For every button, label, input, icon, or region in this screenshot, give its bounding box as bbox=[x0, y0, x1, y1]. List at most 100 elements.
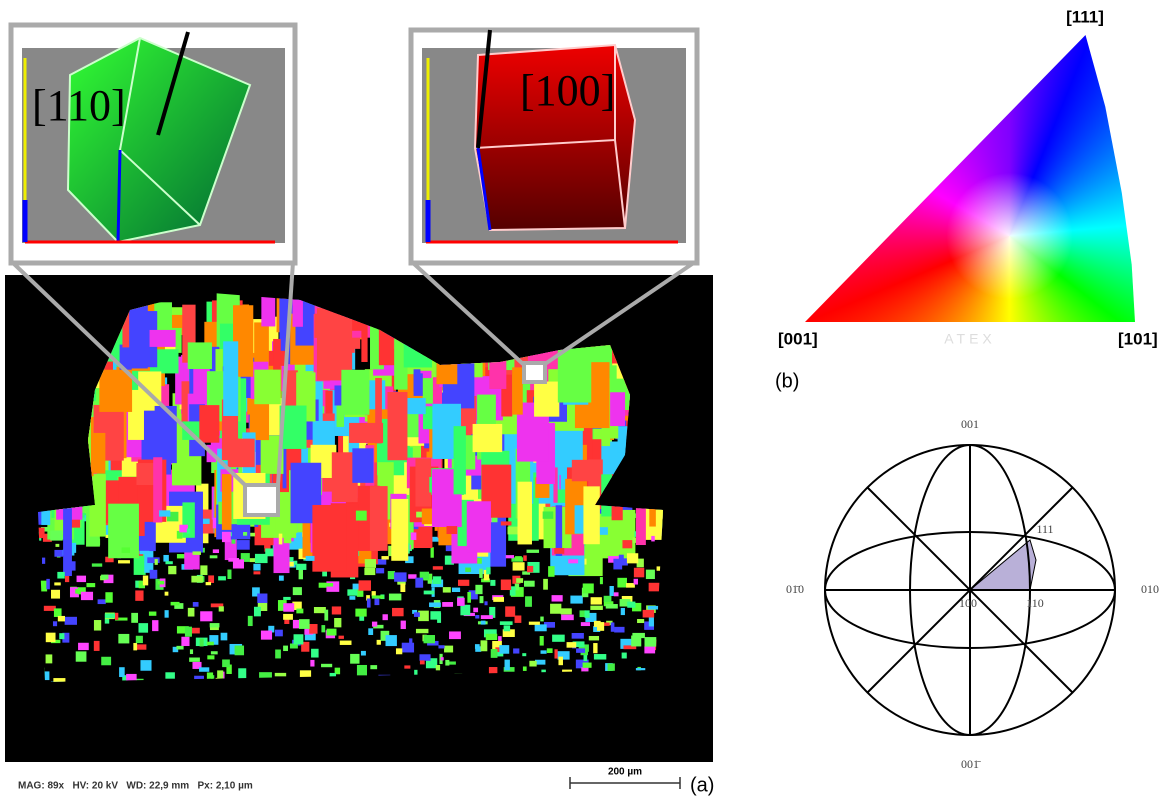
grain bbox=[89, 474, 106, 537]
grain bbox=[632, 632, 645, 639]
grain bbox=[613, 592, 619, 597]
grain bbox=[457, 597, 465, 606]
grain bbox=[265, 398, 282, 436]
grain bbox=[288, 557, 294, 564]
pole-label: 100 bbox=[959, 596, 977, 610]
grain bbox=[356, 664, 368, 676]
grain bbox=[370, 665, 378, 670]
grain bbox=[438, 645, 445, 649]
grain bbox=[292, 587, 302, 596]
grain bbox=[91, 432, 106, 474]
grain bbox=[227, 569, 232, 580]
panel-label: (b) bbox=[775, 370, 799, 392]
grain bbox=[499, 621, 513, 625]
grain bbox=[284, 617, 290, 624]
inset-label: [110] bbox=[32, 81, 126, 130]
grain bbox=[206, 672, 214, 680]
grain bbox=[292, 292, 303, 327]
scale-bar bbox=[569, 777, 681, 789]
grain bbox=[415, 577, 424, 588]
grain bbox=[352, 448, 374, 483]
grain bbox=[548, 566, 555, 577]
grain bbox=[630, 513, 641, 518]
grain bbox=[597, 622, 605, 631]
grain bbox=[253, 571, 261, 575]
grain bbox=[401, 398, 426, 415]
grain bbox=[138, 623, 149, 633]
grain bbox=[334, 385, 345, 406]
grain bbox=[68, 561, 76, 571]
grain bbox=[192, 602, 199, 607]
grain bbox=[226, 664, 232, 674]
grain bbox=[590, 605, 603, 610]
grain bbox=[400, 583, 406, 593]
grain bbox=[449, 631, 461, 640]
grain bbox=[355, 608, 367, 617]
grain bbox=[309, 624, 318, 634]
grain bbox=[154, 302, 172, 331]
grain bbox=[444, 555, 454, 565]
grain bbox=[257, 602, 268, 611]
grain bbox=[445, 545, 455, 552]
grain bbox=[55, 543, 60, 547]
grain bbox=[294, 560, 298, 565]
grain bbox=[550, 456, 558, 523]
grain bbox=[647, 605, 659, 610]
grain bbox=[326, 628, 337, 636]
grain bbox=[527, 565, 534, 573]
grain bbox=[283, 603, 295, 612]
grain bbox=[522, 571, 531, 575]
grain bbox=[522, 653, 527, 657]
grain bbox=[283, 645, 288, 652]
grain bbox=[199, 667, 210, 672]
grain bbox=[312, 504, 347, 572]
grain bbox=[571, 632, 584, 639]
grain bbox=[45, 632, 56, 643]
grain bbox=[551, 595, 563, 602]
grain bbox=[446, 526, 458, 535]
grain bbox=[176, 626, 189, 634]
grain bbox=[546, 648, 553, 654]
grain bbox=[371, 591, 376, 597]
grain bbox=[505, 606, 516, 617]
grain bbox=[168, 565, 177, 575]
grain bbox=[163, 554, 169, 562]
grain bbox=[493, 597, 504, 602]
grain bbox=[588, 635, 600, 641]
grain bbox=[312, 420, 335, 452]
grain bbox=[490, 579, 496, 586]
grain bbox=[220, 632, 228, 641]
grain bbox=[274, 672, 287, 677]
grain bbox=[644, 637, 657, 647]
grain bbox=[193, 366, 210, 417]
grain bbox=[157, 580, 165, 585]
grain bbox=[460, 604, 471, 616]
grain bbox=[501, 368, 513, 417]
grain bbox=[524, 580, 535, 587]
grain bbox=[361, 322, 368, 362]
grain bbox=[401, 642, 415, 653]
pole-label: 01̄0 bbox=[786, 582, 804, 596]
grain bbox=[631, 635, 642, 647]
grain bbox=[376, 639, 381, 645]
grain bbox=[442, 602, 454, 607]
grain bbox=[314, 313, 344, 338]
grain bbox=[243, 532, 248, 536]
grain bbox=[489, 606, 496, 618]
grain bbox=[38, 580, 48, 592]
grain bbox=[413, 612, 420, 617]
grain bbox=[334, 617, 342, 628]
grain bbox=[296, 563, 307, 570]
grain bbox=[356, 587, 364, 597]
grain bbox=[648, 582, 662, 592]
grain bbox=[512, 367, 523, 415]
grain bbox=[41, 502, 51, 525]
grain bbox=[649, 496, 656, 527]
grain bbox=[522, 666, 527, 671]
grain bbox=[191, 575, 203, 583]
grain bbox=[423, 590, 435, 595]
grain bbox=[523, 555, 527, 561]
grain bbox=[554, 649, 558, 659]
grain bbox=[613, 558, 623, 570]
